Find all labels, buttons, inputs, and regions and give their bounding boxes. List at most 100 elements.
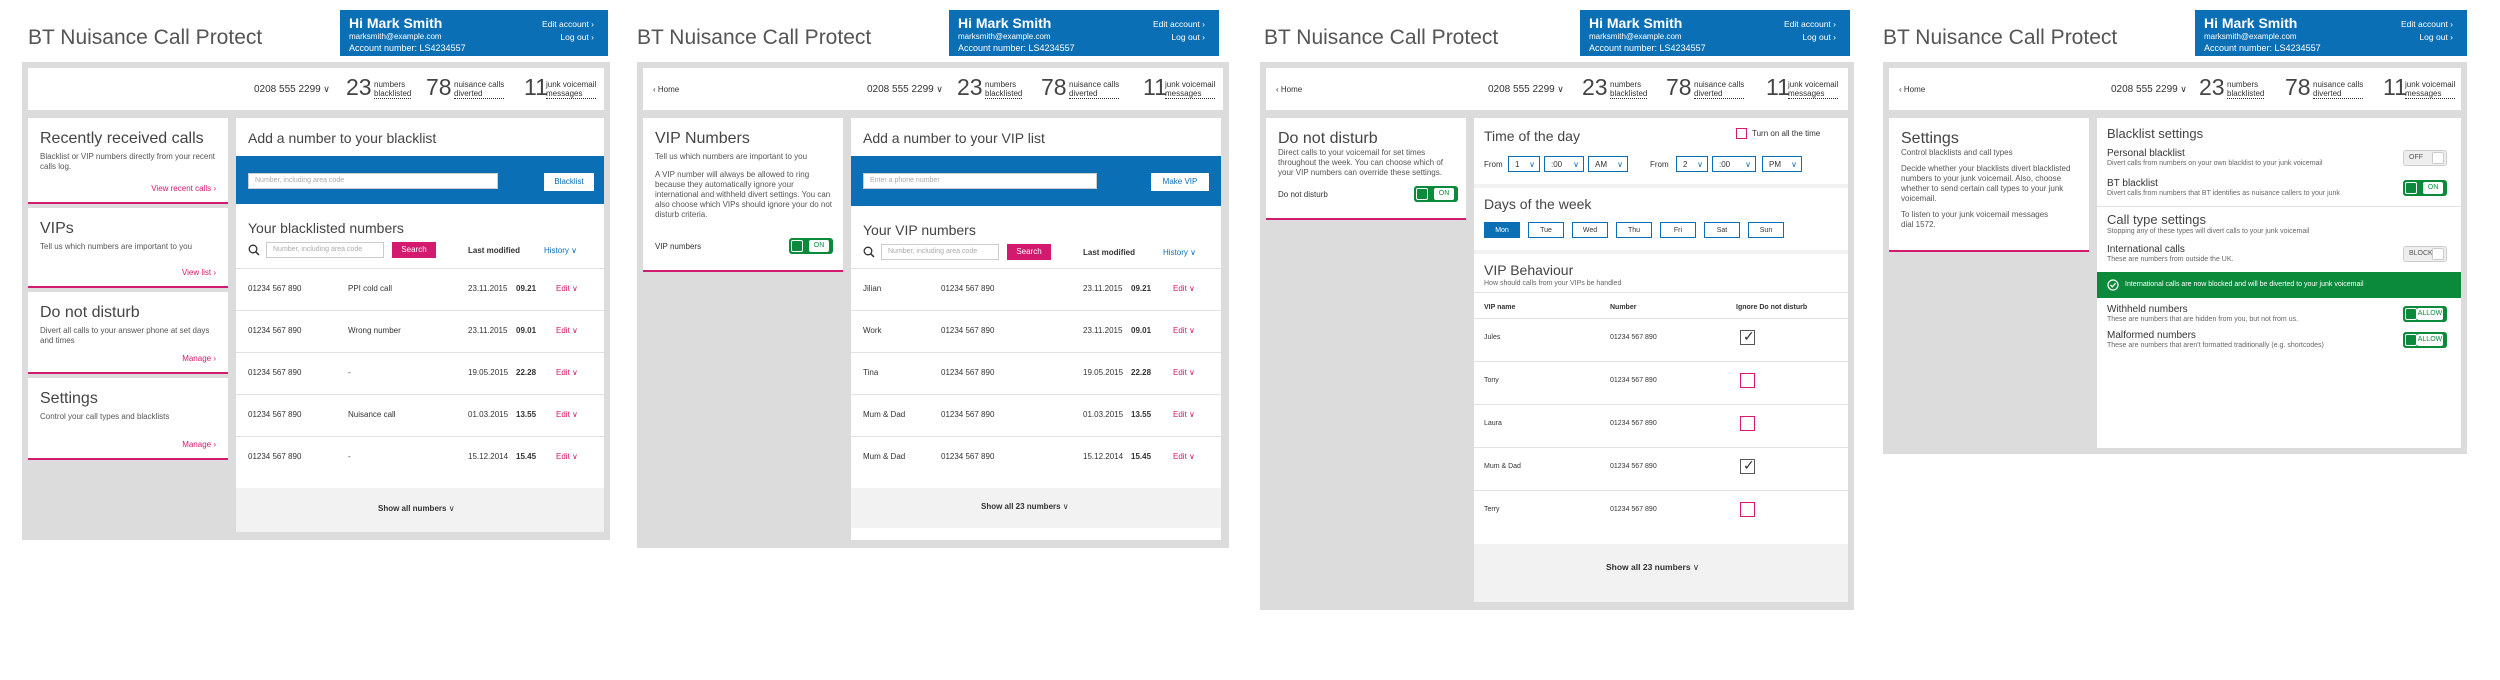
account-header: Hi Mark Smith marksmith@example.com Acco…: [1580, 10, 1850, 56]
edit-account-link[interactable]: Edit account: [2401, 19, 2453, 29]
ignore-dnd-checkbox[interactable]: [1740, 416, 1755, 431]
vip-number-input[interactable]: Enter a phone number: [863, 173, 1097, 189]
show-all-vip-link[interactable]: Show all 23 numbers: [981, 502, 1069, 511]
row-time: 22.28: [1131, 368, 1152, 377]
row-number: 01234 567 890: [1610, 463, 1657, 470]
check-circle-icon: [2107, 279, 2119, 291]
row-edit-button[interactable]: Edit: [1173, 452, 1195, 461]
blacklist-number-input[interactable]: Number, including area code: [248, 173, 498, 189]
card-vips[interactable]: VIPs Tell us which numbers are important…: [28, 208, 228, 288]
history-dropdown[interactable]: History: [1163, 248, 1196, 257]
edit-account-link[interactable]: Edit account: [542, 19, 594, 29]
account-number[interactable]: Account number: LS4234557: [2204, 43, 2321, 53]
card-settings[interactable]: Settings Control your call types and bla…: [28, 378, 228, 460]
dnd-toggle[interactable]: ON: [1414, 186, 1458, 202]
blacklist-search-button[interactable]: Search: [392, 242, 436, 258]
diverted-count: 78: [1666, 74, 1692, 100]
phone-selector[interactable]: 0208 555 2299: [867, 84, 943, 95]
withheld-toggle[interactable]: ALLOW: [2403, 306, 2447, 322]
row-divider: [851, 352, 1221, 353]
card-do-not-disturb[interactable]: Do not disturb Divert all calls to your …: [28, 292, 228, 374]
row-time: 13.55: [516, 410, 537, 419]
row-time: 09.21: [1131, 284, 1152, 293]
row-edit-button[interactable]: Edit: [1173, 326, 1195, 335]
view-recent-calls-link[interactable]: View recent calls: [151, 184, 216, 193]
row-edit-button[interactable]: Edit: [1173, 410, 1195, 419]
row-edit-button[interactable]: Edit: [1173, 284, 1195, 293]
row-time: 09.01: [1131, 326, 1152, 335]
call-type-desc: Stopping any of these types will divert …: [2107, 228, 2310, 235]
from-minute-select[interactable]: :00: [1544, 156, 1584, 173]
card-title: Settings: [1901, 130, 1959, 147]
ignore-dnd-checkbox[interactable]: [1740, 328, 1755, 345]
ignore-dnd-checkbox[interactable]: [1740, 457, 1755, 474]
card-desc: Direct calls to your voicemail for set t…: [1278, 148, 1444, 177]
row-edit-button[interactable]: Edit: [1173, 368, 1195, 377]
view-list-link[interactable]: View list: [182, 268, 216, 277]
blacklist-button[interactable]: Blacklist: [543, 172, 595, 192]
diverted-count: 78: [1041, 74, 1067, 100]
day-button-mon[interactable]: Mon: [1484, 222, 1520, 238]
day-button-fri[interactable]: Fri: [1660, 222, 1696, 238]
log-out-link[interactable]: Log out: [1171, 32, 1205, 42]
row-edit-button[interactable]: Edit: [556, 368, 578, 377]
card-recent-calls[interactable]: Recently received calls Blacklist or VIP…: [28, 118, 228, 204]
day-button-thu[interactable]: Thu: [1616, 222, 1652, 238]
history-dropdown[interactable]: History: [544, 246, 577, 255]
day-button-wed[interactable]: Wed: [1572, 222, 1608, 238]
account-number[interactable]: Account number: LS4234557: [349, 43, 466, 53]
vip-search-button[interactable]: Search: [1007, 244, 1051, 260]
make-vip-button[interactable]: Make VIP: [1150, 172, 1210, 192]
row-divider: [1474, 447, 1848, 448]
account-number[interactable]: Account number: LS4234557: [958, 43, 1075, 53]
bt-blacklist-toggle[interactable]: ON: [2403, 180, 2447, 196]
day-button-sun[interactable]: Sun: [1748, 222, 1784, 238]
log-out-link[interactable]: Log out: [560, 32, 594, 42]
manage-dnd-link[interactable]: Manage: [182, 354, 216, 363]
international-toggle[interactable]: BLOCK: [2403, 246, 2447, 262]
diverted-label: nuisance calls diverted: [2313, 80, 2364, 99]
row-edit-button[interactable]: Edit: [556, 452, 578, 461]
ignore-dnd-checkbox[interactable]: [1740, 373, 1755, 388]
row-edit-button[interactable]: Edit: [556, 284, 578, 293]
edit-account-link[interactable]: Edit account: [1784, 19, 1836, 29]
log-out-link[interactable]: Log out: [1802, 32, 1836, 42]
manage-settings-link[interactable]: Manage: [182, 440, 216, 449]
to-hour-select[interactable]: 2: [1676, 156, 1708, 173]
row-date: 15.12.2014: [468, 452, 509, 461]
row-edit-button[interactable]: Edit: [556, 326, 578, 335]
day-button-sat[interactable]: Sat: [1704, 222, 1740, 238]
phone-selector[interactable]: 0208 555 2299: [2111, 84, 2187, 95]
from-hour-select[interactable]: 1: [1508, 156, 1540, 173]
home-link[interactable]: Home: [1276, 85, 1302, 94]
vip-behaviour-section: VIP Behaviour How should calls from your…: [1474, 254, 1848, 544]
add-vip-title: Add a number to your VIP list: [863, 130, 1045, 146]
show-all-numbers-link[interactable]: Show all numbers: [378, 504, 455, 513]
to-ampm-select[interactable]: PM: [1762, 156, 1802, 173]
from-ampm-select[interactable]: AM: [1588, 156, 1628, 173]
phone-selector[interactable]: 0208 555 2299: [254, 84, 330, 95]
vip-search-input[interactable]: Number, including area code: [881, 244, 999, 260]
to-minute-select[interactable]: :00: [1712, 156, 1756, 173]
day-button-tue[interactable]: Tue: [1528, 222, 1564, 238]
blacklist-search-input[interactable]: Number, including area code: [266, 242, 384, 258]
account-number[interactable]: Account number: LS4234557: [1589, 43, 1706, 53]
personal-blacklist-toggle[interactable]: OFF: [2403, 150, 2447, 166]
home-link[interactable]: Home: [653, 85, 679, 94]
home-link[interactable]: Home: [1899, 85, 1925, 94]
blacklisted-label: numbers blacklisted: [985, 80, 1023, 99]
vip-numbers-toggle[interactable]: ON: [789, 238, 833, 254]
row-name: Mum & Dad: [863, 452, 906, 461]
phone-selector[interactable]: 0208 555 2299: [1488, 84, 1564, 95]
log-out-link[interactable]: Log out: [2419, 32, 2453, 42]
ignore-dnd-checkbox[interactable]: [1740, 502, 1755, 517]
edit-account-link[interactable]: Edit account: [1153, 19, 1205, 29]
row-edit-button[interactable]: Edit: [556, 410, 578, 419]
show-all-vip-link[interactable]: Show all 23 numbers: [1606, 562, 1699, 573]
col-number: Number: [1610, 304, 1637, 311]
malformed-toggle[interactable]: ALLOW: [2403, 332, 2447, 348]
turn-on-all-checkbox[interactable]: [1736, 128, 1747, 139]
row-date: 01.03.2015: [1083, 410, 1124, 419]
add-blacklist-bar: Number, including area code Blacklist: [236, 156, 604, 204]
